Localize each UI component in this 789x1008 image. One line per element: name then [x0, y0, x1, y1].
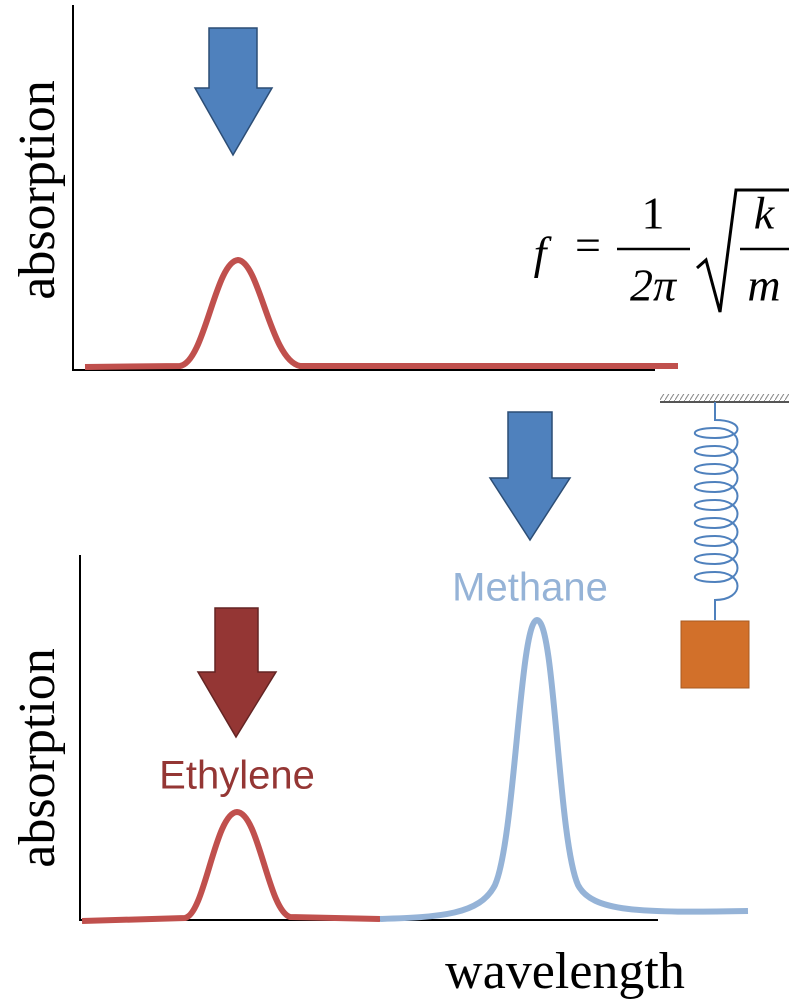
ceiling: [660, 394, 789, 402]
ethylene-curve: [82, 812, 380, 921]
spring: [695, 402, 738, 620]
absorption-curve: [85, 260, 678, 367]
y-axis-label: absorption: [9, 648, 66, 868]
formula-text: m: [747, 260, 780, 311]
arrow: [198, 608, 276, 737]
mass: [681, 621, 749, 688]
formula-text: 2π: [630, 260, 678, 311]
formula: f = 1 2π k m: [534, 188, 789, 312]
x-axis-label: wavelength: [445, 943, 685, 1000]
arrow: [490, 412, 570, 540]
formula-text: =: [575, 220, 601, 271]
methane-label: Methane: [452, 566, 608, 610]
diagram: absorption f = 1 2π k m Methane Ethylene…: [0, 0, 789, 1008]
ethylene-label: Ethylene: [159, 754, 315, 798]
formula-text: 1: [642, 188, 665, 239]
spring-illustration: [660, 394, 789, 688]
y-axis-label: absorption: [9, 80, 66, 300]
formula-text: f: [534, 228, 553, 279]
arrow: [195, 28, 272, 155]
formula-text: k: [754, 188, 776, 239]
